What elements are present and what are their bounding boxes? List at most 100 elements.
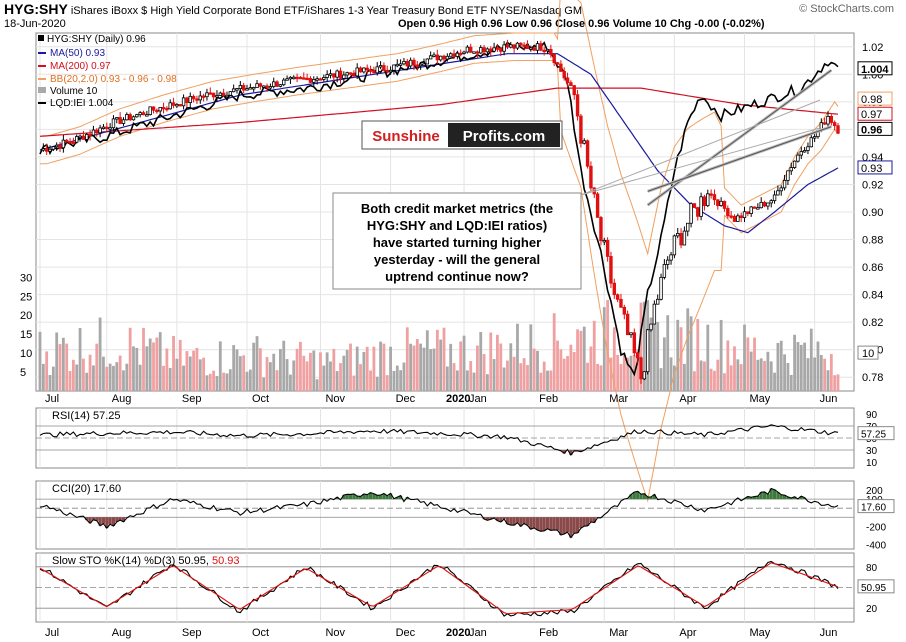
sto-title-k: Slow STO %K(14) %D(3) 50.95,: [52, 555, 212, 567]
volume-bar: [392, 370, 396, 391]
candle-body: [752, 206, 757, 209]
candle-body: [595, 193, 600, 218]
candle-body: [812, 136, 817, 139]
osc-tag-label: 50.95: [861, 583, 886, 594]
candle-body: [65, 139, 69, 143]
candle-body: [121, 119, 126, 124]
volume-bar: [612, 327, 616, 391]
volume-bar: [118, 355, 122, 391]
candle-body: [625, 313, 630, 336]
candle-body: [231, 88, 236, 93]
volume-tick-label: 5: [20, 367, 26, 379]
candle-body: [138, 112, 142, 116]
candle-body: [44, 148, 49, 152]
candle-body: [509, 44, 513, 48]
volume-bar: [92, 365, 95, 391]
volume-bar: [142, 327, 145, 391]
volume-bar: [365, 346, 369, 391]
volume-bar: [435, 329, 439, 391]
volume-bar: [258, 348, 262, 391]
volume-bar: [158, 332, 162, 391]
volume-bar: [168, 367, 172, 391]
volume-bar: [719, 319, 723, 391]
candle-body: [699, 196, 703, 217]
volume-bar: [299, 341, 302, 391]
volume-bar: [252, 342, 256, 391]
candle-body: [736, 215, 740, 222]
price-tag-label: 0.93: [861, 163, 882, 175]
month-label: Oct: [252, 393, 269, 405]
candle-body: [342, 74, 346, 79]
volume-bar: [175, 358, 179, 391]
candle-body: [479, 47, 483, 54]
volume-bar: [315, 379, 319, 391]
date: 18-Jun-2020: [4, 18, 66, 30]
volume-bar: [709, 368, 713, 391]
price-tick-label: 0.82: [862, 317, 883, 329]
price-tag-box: [857, 61, 893, 76]
month-label: Mar: [609, 627, 628, 639]
volume-bar: [496, 334, 499, 391]
candle-body: [372, 70, 376, 74]
candle-body: [802, 150, 807, 153]
volume-bar: [753, 337, 756, 391]
candle-body: [101, 126, 106, 129]
volume-bar: [362, 351, 366, 391]
candle-body: [445, 55, 450, 60]
volume-bar: [192, 350, 195, 391]
volume-bar: [686, 308, 690, 391]
volume-bar: [572, 352, 576, 391]
candle-body: [145, 114, 149, 117]
candle-body: [432, 54, 436, 57]
volume-bar: [659, 368, 663, 391]
volume-bar: [779, 340, 783, 391]
candle-body: [185, 97, 189, 104]
cci-panel-frame: [35, 480, 855, 550]
volume-bar: [616, 354, 620, 391]
osc-line-%D(3): [39, 562, 839, 615]
volume-bar: [385, 375, 389, 391]
candle-body: [689, 203, 693, 224]
osc-tag-label: 57.25: [861, 430, 886, 441]
candle-body: [322, 77, 326, 80]
volume-bar: [88, 354, 92, 391]
candle-body: [135, 114, 139, 118]
candle-body: [385, 69, 389, 73]
volume-bar: [542, 361, 546, 391]
candle-body: [221, 92, 226, 96]
candle-body: [188, 95, 192, 104]
candle-body: [75, 136, 79, 143]
osc-tick-label: -400: [866, 540, 886, 551]
volume-bar: [813, 357, 817, 391]
volume-tick-label: 20: [20, 310, 32, 322]
candle-body: [679, 233, 683, 246]
candle-body: [746, 211, 750, 215]
volume-bar: [546, 370, 549, 391]
volume-bar: [519, 363, 523, 391]
candle-body: [78, 135, 82, 139]
volume-bar: [823, 358, 827, 391]
month-label: Apr: [679, 393, 696, 405]
candle-body: [772, 194, 777, 202]
candle-body: [622, 306, 627, 315]
volume-bar: [359, 364, 362, 391]
volume-tick-label: 15: [20, 329, 32, 341]
candle-body: [151, 106, 156, 111]
month-label: Aug: [112, 627, 132, 639]
legend-main: HYG:SHY (Daily) 0.96: [47, 34, 146, 45]
candle-body: [655, 298, 660, 305]
volume-bar: [198, 359, 202, 391]
volume-bar: [395, 365, 399, 391]
candle-body: [285, 78, 289, 81]
candle-body: [335, 70, 339, 78]
candle-body: [565, 77, 570, 83]
candle-body: [368, 69, 373, 72]
volume-bar: [756, 359, 760, 391]
volume-bar: [816, 341, 820, 391]
candle-body: [806, 146, 810, 151]
volume-bar: [662, 337, 666, 391]
candle-body: [582, 140, 586, 144]
candle-body: [305, 77, 309, 81]
volume-bar: [449, 343, 453, 391]
candle-body: [455, 52, 460, 57]
